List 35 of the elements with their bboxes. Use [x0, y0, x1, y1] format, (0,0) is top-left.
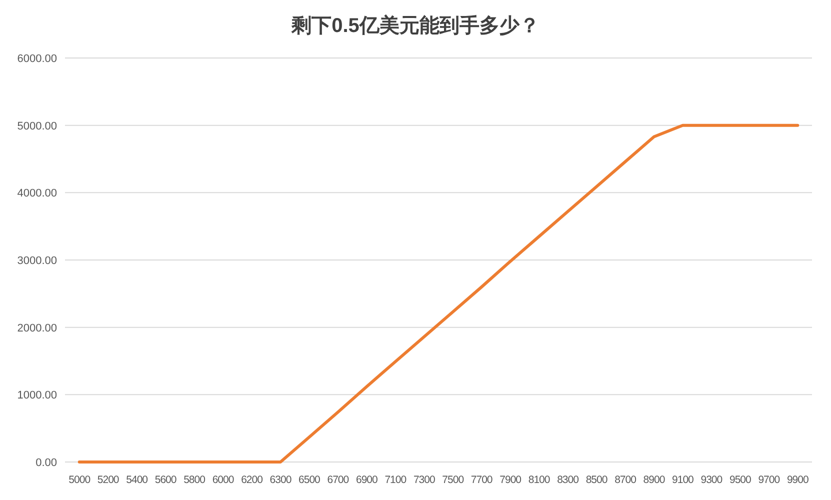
- y-tick-label: 5000.00: [17, 120, 57, 132]
- x-tick-label: 8100: [528, 474, 550, 486]
- y-tick-label: 4000.00: [17, 188, 57, 200]
- x-tick-label: 9100: [672, 474, 694, 486]
- x-tick-label: 6200: [241, 474, 264, 486]
- y-tick-label: 2000.00: [17, 322, 57, 334]
- x-tick-label: 6700: [327, 474, 350, 486]
- x-tick-label: 8300: [557, 474, 580, 486]
- x-tick-label: 7500: [442, 474, 464, 486]
- x-tick-label: 5800: [184, 474, 206, 486]
- x-tick-label: 5200: [97, 474, 120, 486]
- chart-title: 剩下0.5亿美元能到手多少？: [290, 14, 540, 37]
- x-tick-label: 7900: [500, 474, 522, 486]
- x-tick-label: 6900: [356, 474, 378, 486]
- x-tick-label: 8500: [586, 474, 608, 486]
- x-tick-label: 8900: [643, 474, 666, 486]
- y-tick-label: 0.00: [36, 457, 57, 469]
- y-tick-label: 3000.00: [17, 255, 57, 267]
- x-tick-label: 5000: [68, 474, 91, 486]
- x-tick-label: 5400: [126, 474, 148, 486]
- line-series: [78, 124, 800, 464]
- x-tick-label: 6500: [298, 474, 321, 486]
- x-tick-label: 8700: [614, 474, 637, 486]
- x-tick-label: 9500: [729, 474, 752, 486]
- x-tick-label: 5600: [154, 474, 177, 486]
- y-tick-label: 1000.00: [17, 390, 57, 402]
- x-tick-label: 6000: [212, 474, 234, 486]
- x-tick-label: 7700: [470, 474, 493, 486]
- x-tick-label: 9900: [786, 474, 809, 486]
- x-tick-label: 6300: [270, 474, 292, 486]
- x-tick-label: 9700: [758, 474, 780, 486]
- x-tick-label: 7100: [384, 474, 407, 486]
- y-tick-label: 6000.00: [17, 53, 57, 65]
- x-tick-label: 9300: [700, 474, 723, 486]
- x-tick-label: 7300: [413, 474, 436, 486]
